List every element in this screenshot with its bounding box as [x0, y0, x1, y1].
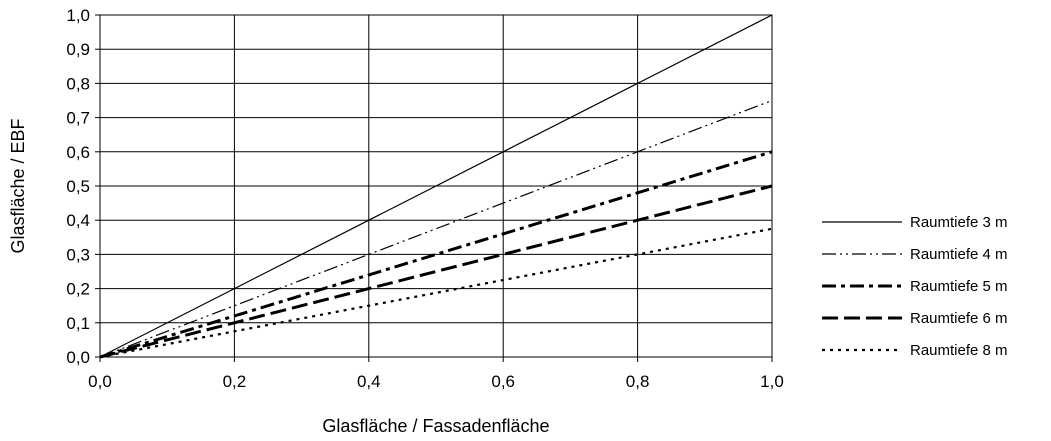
y-tick-label: 0,4	[66, 211, 90, 230]
x-tick-labels: 0,0 0,2 0,4 0,6 0,8 1,0	[88, 357, 784, 391]
y-tick-label: 0,6	[66, 143, 90, 162]
x-tick-label: 0,0	[88, 372, 112, 391]
legend-label: Raumtiefe 3 m	[910, 214, 1008, 231]
y-tick-label: 0,5	[66, 177, 90, 196]
x-tick-label: 1,0	[760, 372, 784, 391]
y-tick-label: 0,0	[66, 348, 90, 367]
y-tick-label: 0,7	[66, 109, 90, 128]
y-tick-label: 0,3	[66, 245, 90, 264]
series-line-5	[99, 227, 773, 359]
legend-label: Raumtiefe 4 m	[910, 246, 1008, 263]
x-tick-label: 0,6	[491, 372, 515, 391]
y-tick-label: 1,0	[66, 6, 90, 25]
x-tick-label: 0,8	[626, 372, 650, 391]
legend: Raumtiefe 3 m Raumtiefe 4 m Raumtiefe 5 m R…	[822, 214, 1008, 359]
x-tick-label: 0,2	[223, 372, 247, 391]
series-line-2	[99, 99, 773, 358]
series-line-1	[99, 14, 773, 358]
series-lines	[99, 14, 773, 359]
y-tick-label: 0,2	[66, 280, 90, 299]
series-line-4	[99, 184, 773, 359]
y-tick-label: 0,1	[66, 314, 90, 333]
x-axis-label: Glasfläche / Fassadenfläche	[322, 416, 549, 436]
y-tick-label: 0,8	[66, 74, 90, 93]
y-tick-label: 0,9	[66, 40, 90, 59]
y-tick-labels: 0,0 0,1 0,2 0,3 0,4 0,5 0,6 0,7 0,8 0,9 1,0	[66, 6, 100, 367]
x-tick-label: 0,4	[357, 372, 381, 391]
legend-label: Raumtiefe 8 m	[910, 342, 1008, 359]
y-axis-label: Glasfläche / EBF	[8, 118, 28, 253]
series-line-3	[99, 150, 773, 359]
legend-label: Raumtiefe 5 m	[910, 278, 1008, 295]
legend-label: Raumtiefe 6 m	[910, 310, 1008, 327]
